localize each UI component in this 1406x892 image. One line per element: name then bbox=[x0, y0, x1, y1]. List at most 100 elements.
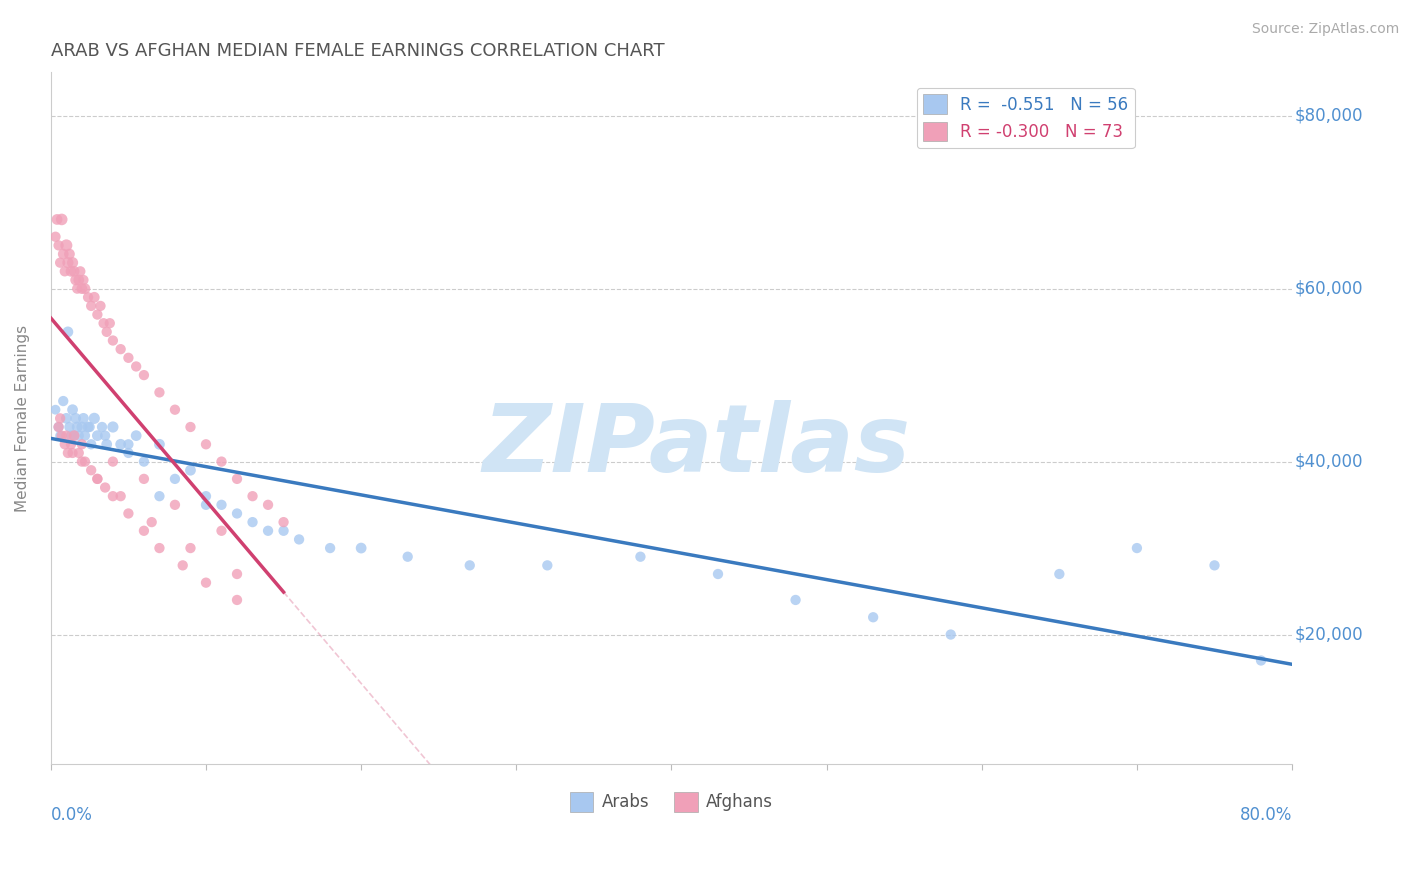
Point bbox=[58, 420, 80, 434]
Point bbox=[72, 273, 94, 287]
Point bbox=[62, 402, 84, 417]
Text: 80.0%: 80.0% bbox=[1240, 805, 1292, 824]
Point bbox=[172, 558, 194, 573]
Point bbox=[132, 472, 155, 486]
Point bbox=[56, 325, 79, 339]
Point bbox=[70, 420, 93, 434]
Text: ZIPatlas: ZIPatlas bbox=[482, 400, 910, 492]
Point bbox=[288, 533, 311, 547]
Point bbox=[60, 437, 83, 451]
Y-axis label: Median Female Earnings: Median Female Earnings bbox=[15, 325, 30, 512]
Point bbox=[101, 454, 124, 468]
Point bbox=[242, 489, 264, 503]
Point bbox=[94, 481, 117, 495]
Point bbox=[49, 255, 72, 269]
Point bbox=[83, 290, 105, 304]
Point bbox=[48, 420, 70, 434]
Point bbox=[148, 437, 170, 451]
Point bbox=[117, 507, 139, 521]
Point bbox=[125, 428, 148, 442]
Point bbox=[70, 454, 93, 468]
Point bbox=[163, 472, 186, 486]
Point bbox=[96, 437, 118, 451]
Point bbox=[148, 489, 170, 503]
Point bbox=[101, 334, 124, 348]
Point bbox=[60, 264, 83, 278]
Point bbox=[65, 273, 87, 287]
Text: ARAB VS AFGHAN MEDIAN FEMALE EARNINGS CORRELATION CHART: ARAB VS AFGHAN MEDIAN FEMALE EARNINGS CO… bbox=[51, 42, 665, 60]
Point bbox=[211, 498, 233, 512]
Point bbox=[73, 282, 96, 296]
Point bbox=[148, 385, 170, 400]
Point bbox=[70, 437, 93, 451]
Point bbox=[62, 255, 84, 269]
Point bbox=[56, 446, 79, 460]
Point bbox=[226, 472, 249, 486]
Point bbox=[93, 316, 115, 330]
Point bbox=[55, 428, 77, 442]
Point bbox=[117, 437, 139, 451]
Point bbox=[86, 472, 108, 486]
Point bbox=[51, 428, 73, 442]
Point bbox=[63, 264, 86, 278]
Point bbox=[86, 308, 108, 322]
Point bbox=[101, 420, 124, 434]
Point bbox=[211, 454, 233, 468]
Point bbox=[77, 420, 100, 434]
Point bbox=[89, 299, 111, 313]
Point bbox=[86, 428, 108, 442]
Point bbox=[65, 411, 87, 425]
Point bbox=[939, 627, 962, 641]
Point bbox=[226, 567, 249, 582]
Point bbox=[163, 498, 186, 512]
Point bbox=[1126, 541, 1149, 555]
Text: 0.0%: 0.0% bbox=[51, 805, 93, 824]
Point bbox=[117, 446, 139, 460]
Point bbox=[132, 368, 155, 383]
Point bbox=[319, 541, 342, 555]
Point bbox=[83, 411, 105, 425]
Point bbox=[48, 420, 70, 434]
Point bbox=[110, 437, 132, 451]
Legend: Arabs, Afghans: Arabs, Afghans bbox=[564, 786, 779, 818]
Point bbox=[52, 247, 75, 261]
Point bbox=[55, 411, 77, 425]
Point bbox=[67, 428, 90, 442]
Text: Source: ZipAtlas.com: Source: ZipAtlas.com bbox=[1251, 22, 1399, 37]
Point bbox=[141, 515, 163, 529]
Point bbox=[195, 498, 218, 512]
Point bbox=[44, 229, 66, 244]
Point bbox=[195, 575, 218, 590]
Point bbox=[56, 255, 79, 269]
Point bbox=[63, 428, 86, 442]
Point bbox=[179, 541, 201, 555]
Point bbox=[132, 454, 155, 468]
Text: $40,000: $40,000 bbox=[1295, 452, 1362, 471]
Point bbox=[72, 411, 94, 425]
Point bbox=[211, 524, 233, 538]
Point bbox=[53, 264, 76, 278]
Point bbox=[66, 282, 89, 296]
Point bbox=[96, 325, 118, 339]
Point bbox=[70, 282, 93, 296]
Point bbox=[536, 558, 558, 573]
Point bbox=[110, 342, 132, 356]
Point bbox=[628, 549, 651, 564]
Point bbox=[226, 593, 249, 607]
Point bbox=[49, 411, 72, 425]
Point bbox=[125, 359, 148, 374]
Point bbox=[257, 524, 280, 538]
Point bbox=[66, 420, 89, 434]
Text: $80,000: $80,000 bbox=[1295, 107, 1362, 125]
Point bbox=[60, 428, 83, 442]
Text: $60,000: $60,000 bbox=[1295, 279, 1362, 298]
Text: $20,000: $20,000 bbox=[1295, 625, 1364, 643]
Point bbox=[69, 264, 91, 278]
Point bbox=[67, 446, 90, 460]
Point bbox=[110, 489, 132, 503]
Point bbox=[195, 437, 218, 451]
Point bbox=[1047, 567, 1070, 582]
Point bbox=[53, 437, 76, 451]
Point bbox=[86, 472, 108, 486]
Point bbox=[63, 428, 86, 442]
